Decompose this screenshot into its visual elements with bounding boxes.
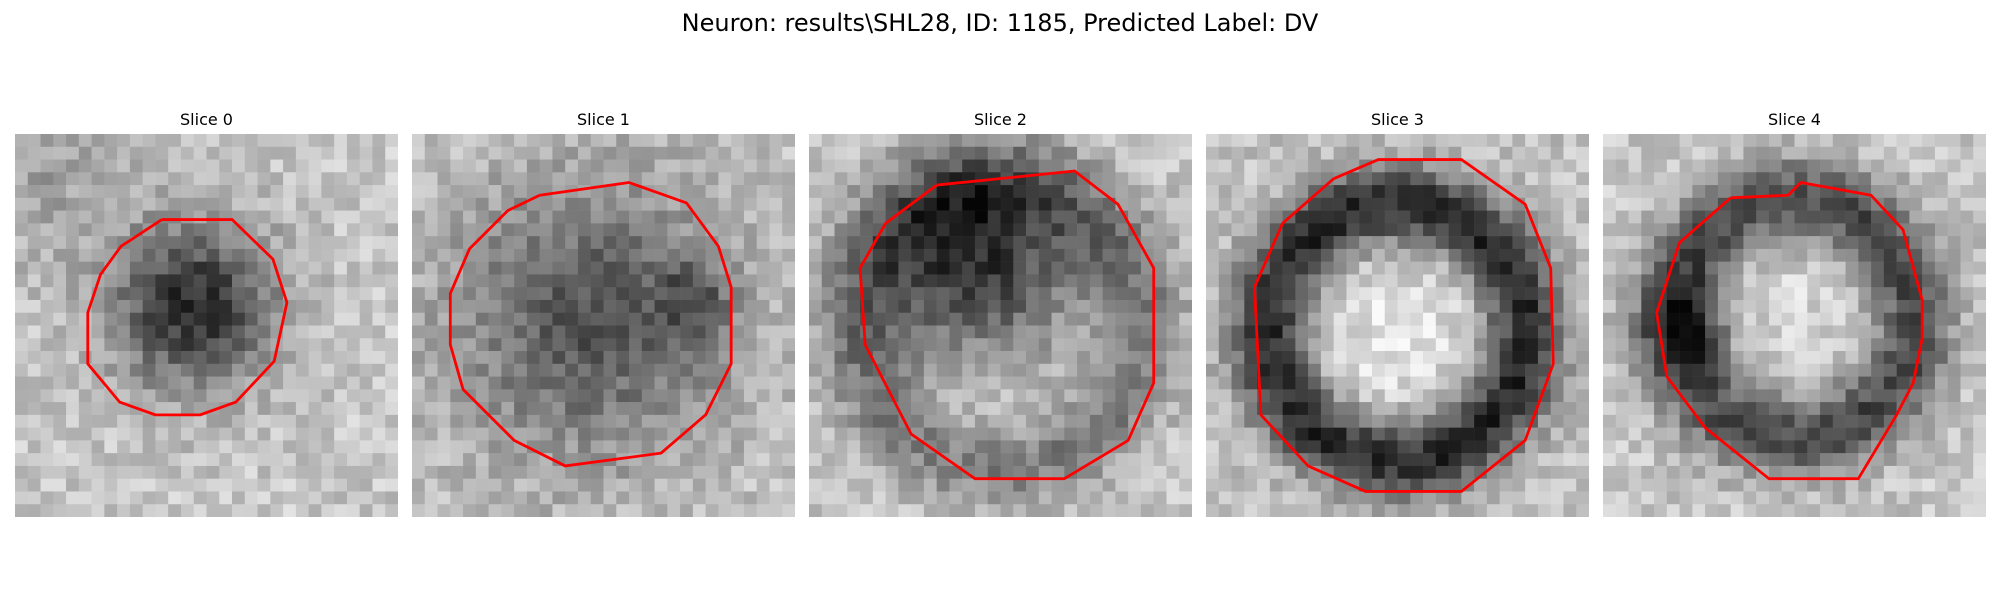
- slice-0-title: Slice 0: [180, 110, 233, 129]
- slice-1-title: Slice 1: [577, 110, 630, 129]
- slice-2-canvas: [809, 134, 1192, 517]
- slice-4-contour: [1655, 181, 1924, 481]
- slice-4-image: [1603, 134, 1986, 517]
- slice-2-image: [809, 134, 1192, 517]
- slice-1-contour: [448, 181, 733, 468]
- slice-2-contour: [858, 169, 1156, 481]
- slice-0-contour: [86, 218, 289, 417]
- slice-0-image: [15, 134, 398, 517]
- slice-3-canvas: [1206, 134, 1589, 517]
- slice-3-title: Slice 3: [1371, 110, 1424, 129]
- slice-3-image: [1206, 134, 1589, 517]
- slice-1-image: [412, 134, 795, 517]
- slice-3-contour: [1253, 158, 1555, 493]
- slice-4-title: Slice 4: [1768, 110, 1821, 129]
- slice-1-canvas: [412, 134, 795, 517]
- slice-2-title: Slice 2: [974, 110, 1027, 129]
- figure-title: Neuron: results\SHL28, ID: 1185, Predict…: [681, 9, 1319, 37]
- slice-0-canvas: [15, 134, 398, 517]
- slice-4-canvas: [1603, 134, 1986, 517]
